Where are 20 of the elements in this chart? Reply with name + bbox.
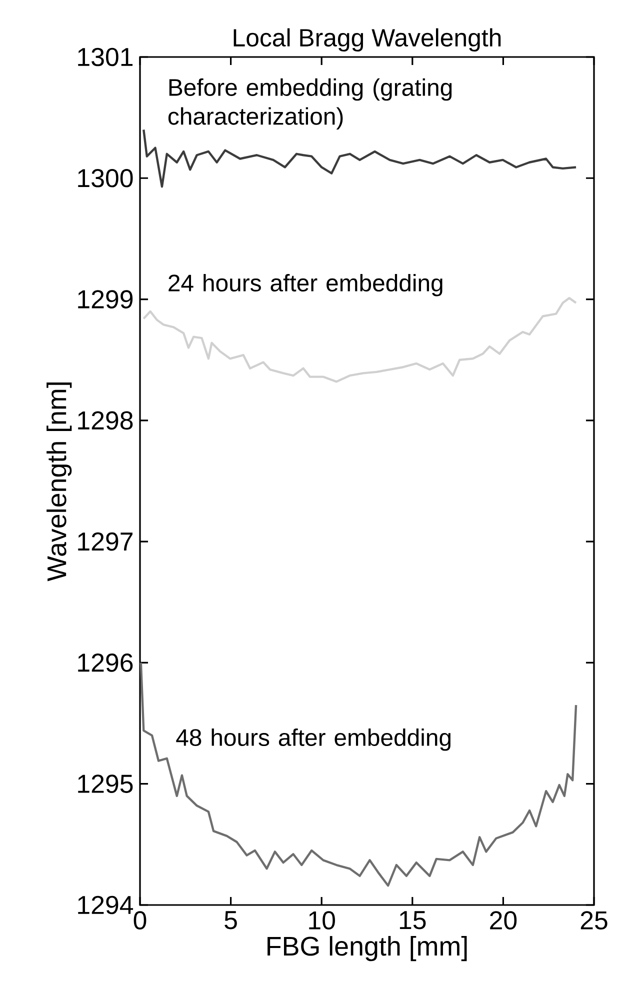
x-tick-label: 5 — [224, 911, 237, 930]
y-tick-label: 1300 — [78, 168, 133, 188]
y-tick-label: 1296 — [78, 654, 133, 672]
chart-title: Local Bragg Wavelength — [234, 28, 501, 52]
y-tick-label: 1295 — [78, 774, 133, 794]
y-axis-title: Wavelength [nm] — [46, 382, 72, 582]
y-tick-label: 1297 — [78, 532, 132, 551]
x-tick-label: 0 — [134, 911, 146, 930]
x-tick-label: 25 — [580, 911, 608, 930]
x-tick-label: 20 — [490, 911, 517, 930]
series-label: 24 hours after embedding — [168, 274, 442, 296]
y-tick-label: 1298 — [78, 411, 133, 430]
y-tick-label: 1294 — [78, 896, 134, 914]
series-label: 48 hours after embedding — [176, 728, 450, 751]
y-tick-label: 1299 — [78, 290, 133, 308]
x-axis-title: FBG length [mm] — [268, 936, 467, 962]
series-label: Before embedding (grating characterization) — [168, 78, 452, 130]
x-tick-label: 15 — [400, 911, 426, 930]
y-tick-label: 1301 — [78, 48, 133, 66]
x-tick-label: 10 — [309, 911, 335, 930]
